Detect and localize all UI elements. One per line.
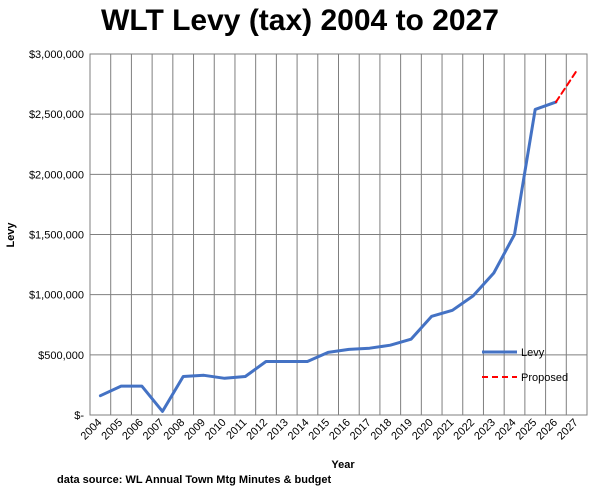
y-tick-label: $2,500,000: [29, 109, 84, 121]
y-tick-labels: $- $500,000 $1,000,000 $1,500,000 $2,000,000…: [29, 49, 84, 422]
x-tick-label: 2023: [472, 417, 498, 443]
x-tick-label: 2021: [431, 417, 457, 443]
x-tick-label: 2009: [182, 417, 208, 443]
y-tick-label: $-: [74, 410, 84, 422]
x-tick-label: 2024: [493, 417, 519, 443]
plot-frame: [89, 53, 588, 416]
x-tick-label: 2026: [534, 417, 560, 443]
x-tick-label: 2014: [286, 417, 312, 443]
x-tick-label: 2010: [203, 417, 229, 443]
y-axis-label: Levy: [5, 222, 17, 248]
x-tick-labels: 2004200520062007200820092010201120122013…: [79, 417, 581, 443]
x-tick-label: 2013: [265, 417, 291, 443]
x-tick-label: 2017: [348, 417, 374, 443]
x-axis-label: Year: [331, 459, 355, 471]
y-tick-label: $2,000,000: [29, 169, 84, 181]
series-line-levy: [98, 100, 558, 413]
x-tick-label: 2011: [224, 417, 249, 442]
legend-label-levy: Levy: [521, 347, 545, 359]
chart-title: WLT Levy (tax) 2004 to 2027: [101, 4, 499, 37]
x-tick-label: 2018: [369, 417, 395, 443]
x-tick-label: 2007: [141, 417, 167, 443]
x-tick-label: 2008: [162, 417, 188, 443]
x-tick-label: 2022: [451, 417, 477, 443]
x-tick-label: 2012: [244, 417, 270, 443]
x-tick-label: 2019: [389, 417, 415, 443]
x-tick-label: 2015: [306, 417, 332, 443]
legend: Levy Proposed: [482, 347, 568, 384]
x-tick-label: 2020: [410, 417, 436, 443]
x-tick-label: 2025: [514, 417, 540, 443]
y-tick-label: $3,000,000: [29, 49, 84, 61]
series-lines: [98, 69, 578, 413]
x-tick-label: 2027: [555, 417, 581, 443]
x-tick-label: 2006: [120, 417, 146, 443]
series-line-proposed: [554, 69, 578, 104]
legend-label-proposed: Proposed: [521, 372, 568, 384]
grid: [90, 54, 587, 415]
y-tick-label: $1,000,000: [29, 290, 84, 302]
x-tick-label: 2005: [99, 417, 125, 443]
y-tick-label: $500,000: [38, 350, 84, 362]
x-tick-label: 2016: [327, 417, 353, 443]
source-note: data source: WL Annual Town Mtg Minutes …: [57, 474, 332, 486]
y-tick-label: $1,500,000: [29, 230, 84, 242]
